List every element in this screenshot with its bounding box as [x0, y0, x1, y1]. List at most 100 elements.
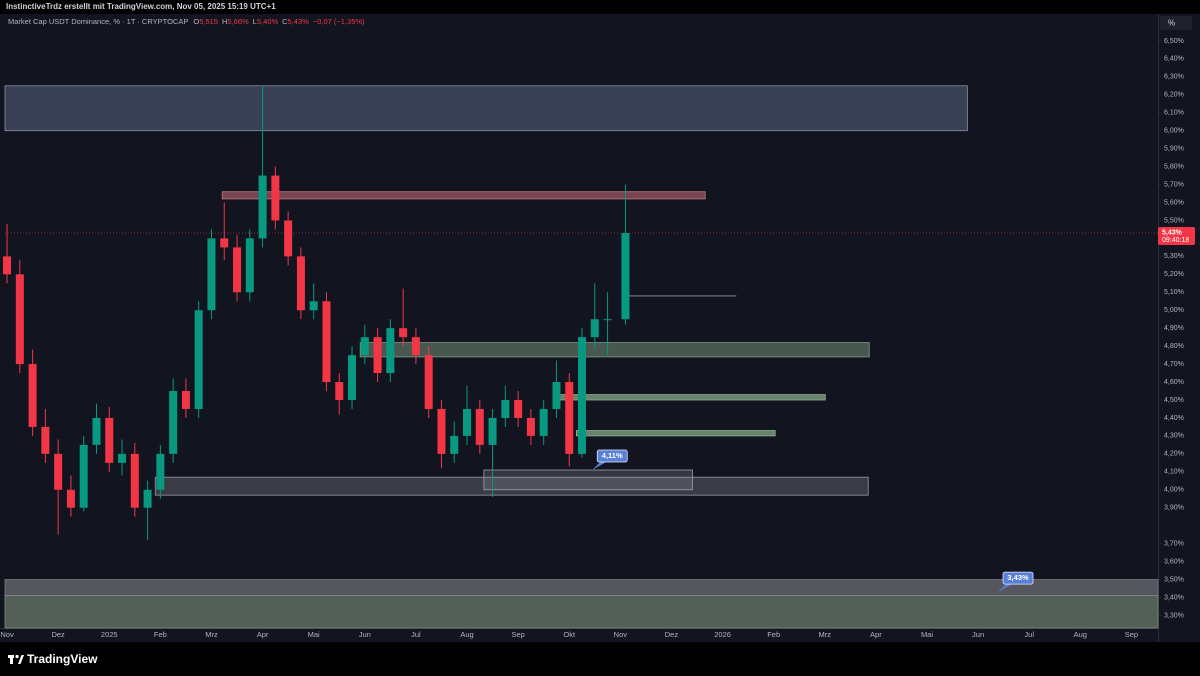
y-tick-label: 5,70% [1164, 181, 1184, 188]
x-tick-label: Apr [257, 630, 269, 639]
ohlc-key: C [282, 17, 288, 26]
y-tick-label: 4,10% [1164, 469, 1184, 476]
x-tick-label: Mrz [819, 630, 832, 639]
y-tick-label: 6,10% [1164, 110, 1184, 117]
candle-body [514, 399, 523, 418]
callout-pointer [592, 462, 607, 471]
x-tick-label: Dez [51, 630, 65, 639]
y-tick-label: 6,40% [1164, 56, 1184, 63]
x-tick-label: Aug [1074, 630, 1087, 639]
zone [359, 342, 870, 358]
candle-body [552, 382, 561, 409]
candle-body [220, 238, 229, 248]
brand: TradingView [27, 652, 98, 666]
candle-body [463, 408, 472, 436]
countdown: 09:40:18 [1162, 237, 1189, 244]
last-price-badge [1158, 227, 1195, 246]
y-tick-label: 4,20% [1164, 451, 1184, 458]
y-tick-label: 6,00% [1164, 128, 1184, 135]
x-tick-label: Sep [1125, 630, 1138, 639]
y-tick-label: 4,70% [1164, 361, 1184, 368]
callout-label: 4,11% [602, 451, 623, 460]
y-tick-label: 3,30% [1164, 612, 1184, 619]
candle-body [539, 408, 548, 436]
candle-body [194, 310, 203, 409]
candle-body [66, 489, 75, 508]
candle-body [335, 382, 344, 400]
callout-box [596, 449, 628, 463]
y-tick-label: 4,80% [1164, 343, 1184, 350]
candle-body [118, 453, 127, 463]
y-tick-label: 3,50% [1164, 576, 1184, 583]
candle-body [348, 355, 357, 400]
scale-button[interactable] [1160, 16, 1192, 30]
zone [575, 430, 776, 437]
candle-body [621, 233, 630, 320]
candle-body [309, 301, 318, 311]
last-price-label: 5,43% [1162, 229, 1183, 236]
zone [4, 85, 968, 132]
zone [4, 579, 1159, 597]
x-tick-label: Jul [1024, 630, 1034, 639]
change: −0,07 (−1,35%) [313, 17, 365, 26]
candle-body [92, 417, 101, 445]
ohlc-value: 5,515 [199, 17, 218, 26]
y-tick-label: 5,10% [1164, 289, 1184, 296]
candle-body [603, 319, 612, 321]
candle-body [501, 399, 510, 418]
zone [221, 191, 706, 200]
candle-body [54, 453, 63, 490]
callout-pointer [998, 584, 1013, 593]
y-tick-label: 4,40% [1164, 415, 1184, 422]
y-tick-label: 6,50% [1164, 38, 1184, 45]
y-tick-label: 6,20% [1164, 92, 1184, 99]
credit: InstinctiveTrdz erstellt mit TradingView… [6, 2, 276, 11]
y-tick-label: 3,60% [1164, 558, 1184, 565]
candle-body [488, 417, 497, 445]
y-tick-label: 4,90% [1164, 325, 1184, 332]
candle-body [565, 382, 574, 454]
ohlc-key: O [193, 17, 199, 26]
candle-body [245, 238, 254, 293]
candle-body [15, 274, 24, 365]
callout-box [1002, 571, 1034, 585]
candle-body [590, 319, 599, 338]
scale-button-label[interactable]: % [1168, 19, 1175, 28]
y-tick-label: 4,30% [1164, 433, 1184, 440]
candle-body [411, 337, 420, 356]
candle-body [143, 489, 152, 508]
y-tick-label: 5,90% [1164, 145, 1184, 152]
symbol: Market Cap USDT Dominance, % · 1T · CRYP… [8, 17, 188, 26]
y-tick-label: 5,30% [1164, 253, 1184, 260]
y-tick-label: 5,60% [1164, 199, 1184, 206]
candle-body [233, 247, 242, 293]
candle-body [41, 426, 50, 454]
ohlc-value: 5,40% [257, 17, 279, 26]
x-tick-label: Mai [308, 630, 320, 639]
candle-body [399, 328, 408, 338]
x-tick-label: Okt [563, 630, 576, 639]
candle-body [450, 435, 459, 454]
x-tick-label: Aug [460, 630, 473, 639]
y-tick-label: 4,60% [1164, 379, 1184, 386]
legend: Market Cap USDT Dominance, % · 1T · CRYP… [8, 17, 365, 26]
x-tick-label: Nov [0, 630, 14, 639]
candle-body [28, 364, 37, 427]
candle-body [386, 328, 395, 374]
x-tick-label: Dez [665, 630, 679, 639]
y-tick-label: 5,20% [1164, 271, 1184, 278]
x-tick-label: Sep [511, 630, 524, 639]
candle-body [526, 417, 535, 436]
y-tick-label: 3,90% [1164, 505, 1184, 512]
x-tick-label: Mrz [205, 630, 218, 639]
candle-body [3, 256, 12, 275]
candle-body [475, 408, 484, 445]
ohlc-key: L [253, 17, 257, 26]
candle-body [169, 391, 178, 454]
zone [552, 394, 826, 401]
zone [4, 595, 1159, 629]
y-tick-label: 3,40% [1164, 594, 1184, 601]
x-tick-label: Jun [359, 630, 371, 639]
y-tick-label: 4,00% [1164, 487, 1184, 494]
x-tick-label: Nov [614, 630, 628, 639]
